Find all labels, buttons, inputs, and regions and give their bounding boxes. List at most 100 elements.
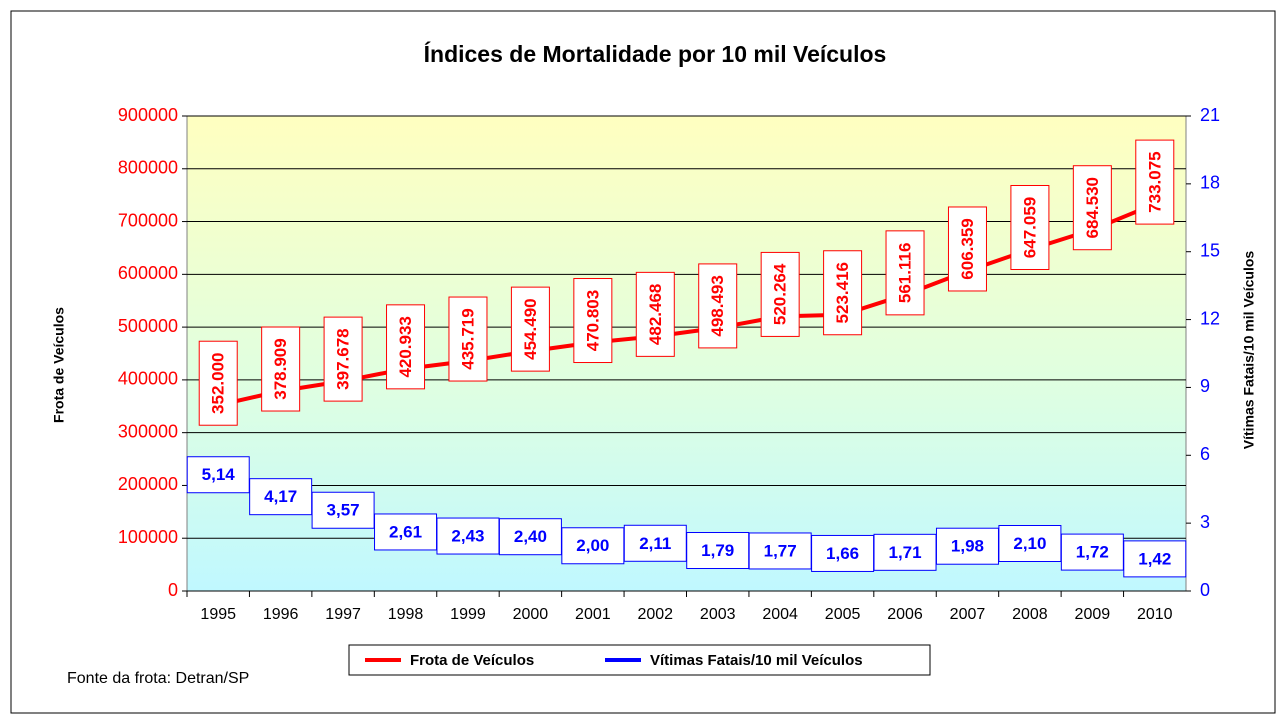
data-label-box: [1123, 540, 1187, 578]
data-label-box: [947, 206, 987, 292]
data-label-box: [436, 517, 500, 555]
data-label: 1,79: [701, 541, 734, 560]
data-label: 2,61: [389, 522, 422, 541]
data-label-box: [760, 251, 800, 337]
data-label-box: [249, 478, 313, 516]
data-label: 2,40: [514, 527, 547, 546]
x-tick-label: 2003: [700, 606, 736, 623]
data-label-box: [1010, 184, 1050, 270]
y2-tick-label: 18: [1200, 173, 1220, 193]
x-tick-label: 2005: [825, 606, 861, 623]
y2-tick-label: 9: [1200, 376, 1210, 396]
y2-tick-label: 21: [1200, 105, 1220, 125]
x-tick-label: 2007: [950, 606, 986, 623]
y-tick-label: 400000: [118, 369, 178, 389]
data-label: 352.000: [209, 352, 228, 413]
data-label: 482.468: [646, 284, 665, 345]
data-label: 498.493: [708, 275, 727, 336]
data-label-box: [1072, 165, 1112, 251]
data-label: 1,42: [1138, 549, 1171, 568]
y-tick-label: 200000: [118, 474, 178, 494]
y2-tick-label: 6: [1200, 444, 1210, 464]
data-label: 1,66: [826, 544, 859, 563]
data-label: 5,14: [202, 465, 236, 484]
data-label-box: [448, 296, 488, 382]
y-axis-title: Frota de Veículos: [51, 307, 67, 423]
y-tick-label: 300000: [118, 421, 178, 441]
footnote: Fonte da frota: Detran/SP: [67, 670, 249, 687]
x-tick-label: 1995: [200, 606, 236, 623]
data-label-box: [686, 532, 750, 570]
data-label: 561.116: [896, 243, 915, 304]
data-label: 2,00: [576, 536, 609, 555]
chart-title: Índices de Mortalidade por 10 mil Veícul…: [424, 40, 887, 67]
data-label: 435.719: [458, 308, 477, 369]
x-tick-label: 2006: [887, 606, 923, 623]
y-tick-label: 800000: [118, 158, 178, 178]
x-tick-label: 2000: [513, 606, 549, 623]
data-label: 378.909: [271, 338, 290, 399]
x-tick-label: 2001: [575, 606, 611, 623]
data-label-box: [873, 533, 937, 571]
data-label: 1,71: [888, 543, 921, 562]
data-label: 520.264: [771, 263, 790, 325]
y-tick-label: 600000: [118, 263, 178, 283]
y2-tick-label: 15: [1200, 240, 1220, 260]
x-tick-label: 1996: [263, 606, 299, 623]
data-label-box: [698, 263, 738, 349]
data-label-box: [198, 340, 238, 426]
y-tick-label: 500000: [118, 316, 178, 336]
legend-label: Frota de Veículos: [410, 652, 534, 669]
x-tick-label: 2008: [1012, 606, 1048, 623]
data-label-box: [823, 250, 863, 336]
data-label-box: [885, 230, 925, 316]
data-label: 647.059: [1020, 197, 1039, 258]
y2-tick-label: 0: [1200, 580, 1210, 600]
data-label: 2,11: [639, 534, 671, 553]
data-label: 420.933: [396, 316, 415, 377]
data-label-box: [261, 326, 301, 412]
y2-tick-label: 3: [1200, 512, 1210, 532]
data-label: 523.416: [833, 262, 852, 323]
x-tick-label: 2009: [1075, 606, 1111, 623]
data-label-box: [573, 278, 613, 364]
data-label: 684.530: [1083, 177, 1102, 238]
data-label-box: [561, 527, 625, 565]
x-tick-label: 1999: [450, 606, 486, 623]
y2-tick-label: 12: [1200, 308, 1220, 328]
data-label-box: [748, 532, 812, 570]
data-label-box: [635, 271, 675, 357]
x-tick-label: 2002: [637, 606, 673, 623]
data-label: 2,10: [1013, 534, 1046, 553]
data-label-box: [1135, 139, 1175, 225]
data-label-box: [998, 525, 1062, 562]
data-label-box: [186, 456, 250, 494]
data-label: 606.359: [958, 218, 977, 279]
data-label: 3,57: [327, 501, 360, 520]
data-label-box: [1060, 533, 1124, 571]
data-label-box: [510, 286, 550, 372]
data-label-box: [811, 534, 875, 572]
legend-label: Vítimas Fatais/10 mil Veículos: [650, 652, 863, 669]
y-tick-label: 900000: [118, 105, 178, 125]
x-tick-label: 2004: [762, 606, 798, 623]
x-tick-label: 1998: [388, 606, 424, 623]
data-label: 397.678: [334, 328, 353, 389]
y-tick-label: 700000: [118, 210, 178, 230]
data-label: 470.803: [583, 290, 602, 351]
data-label-box: [386, 304, 426, 390]
data-label-box: [935, 527, 999, 565]
data-label: 733.075: [1145, 151, 1164, 212]
data-label-box: [374, 513, 438, 551]
data-label: 2,43: [451, 527, 484, 546]
data-label: 1,72: [1076, 543, 1109, 562]
data-label: 454.490: [521, 298, 540, 359]
x-tick-label: 1997: [325, 606, 361, 623]
data-label: 4,17: [264, 487, 297, 506]
data-label-box: [323, 316, 363, 402]
x-tick-label: 2010: [1137, 606, 1173, 623]
data-label: 1,77: [764, 541, 797, 560]
y-tick-label: 100000: [118, 527, 178, 547]
data-label: 1,98: [951, 537, 984, 556]
